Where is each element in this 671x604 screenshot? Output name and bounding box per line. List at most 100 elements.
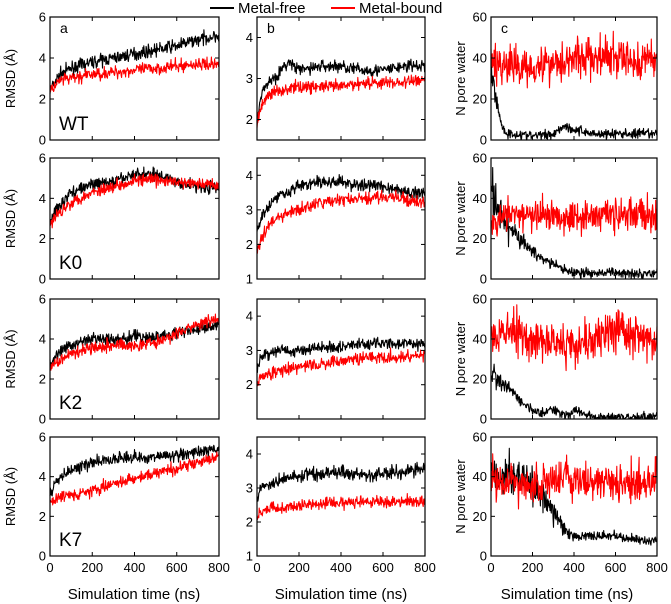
x-axis-titles: Simulation time (ns) Simulation time (ns… xyxy=(68,586,634,603)
y-tick-label: 0 xyxy=(480,133,487,148)
series-line-metal-bound-k0-b xyxy=(256,189,426,254)
series-line-metal-free-wt-b xyxy=(256,58,426,119)
x-axis-title-col-b: Simulation time (ns) xyxy=(275,586,408,603)
series-line-metal-bound-k2-a xyxy=(49,313,220,371)
series-line-metal-bound-wt-b xyxy=(256,74,426,128)
panel-letter-b: b xyxy=(267,20,275,36)
series-line-metal-bound-wt-c xyxy=(490,30,658,89)
series-line-metal-free-wt-c xyxy=(490,60,658,141)
x-tick-label: 600 xyxy=(166,560,188,575)
y-axis-title: N pore water xyxy=(453,459,468,534)
y-tick-label: 0 xyxy=(39,272,46,287)
y-tick-label: 20 xyxy=(473,509,487,524)
panel-wt-c: 0 20 40 60 N pore water c xyxy=(453,10,658,148)
panel-k2-b: 2 3 4 xyxy=(246,298,426,420)
panel-letter-a: a xyxy=(60,20,68,36)
y-tick-label: 1 xyxy=(246,549,253,564)
x-tick-label: 800 xyxy=(646,560,668,575)
x-tick-label: 200 xyxy=(81,560,103,575)
y-tick-label: 2 xyxy=(246,515,253,530)
x-tick-label: 400 xyxy=(124,560,146,575)
y-tick-label: 6 xyxy=(39,292,46,307)
y-tick-label: 3 xyxy=(246,202,253,217)
series-line-metal-bound-k2-c xyxy=(490,304,658,372)
row-label-k0: K0 xyxy=(59,253,82,274)
plot-frame xyxy=(256,16,426,141)
y-tick-label: 0 xyxy=(39,412,46,427)
x-axis-title-col-c: Simulation time (ns) xyxy=(501,586,634,603)
x-tick-label: 200 xyxy=(288,560,310,575)
y-tick-label: 40 xyxy=(473,469,487,484)
legend-label-metal-bound: Metal-bound xyxy=(359,0,442,17)
x-tick-label: 800 xyxy=(414,560,436,575)
y-tick-label: 20 xyxy=(473,372,487,387)
series-line-metal-bound-k2-b xyxy=(256,347,426,387)
y-tick-label: 2 xyxy=(246,237,253,252)
series-line-metal-free-k2-c xyxy=(490,363,658,420)
panel-k0-c: 0 20 40 60 N pore water xyxy=(453,151,658,287)
x-tick-label: 600 xyxy=(372,560,394,575)
plot-frame xyxy=(490,298,658,420)
x-tick-label: 400 xyxy=(563,560,585,575)
panel-k7-b: 0 200 400 600 800 1 2 3 4 xyxy=(246,436,436,575)
series-line-metal-bound-k0-a xyxy=(49,173,220,229)
y-tick-label: 0 xyxy=(480,549,487,564)
y-tick-label: 4 xyxy=(39,469,46,484)
y-tick-label: 0 xyxy=(480,272,487,287)
series-line-metal-free-wt-a xyxy=(49,29,220,94)
plot-frame xyxy=(490,16,658,141)
y-tick-label: 2 xyxy=(39,509,46,524)
y-tick-label: 0 xyxy=(39,133,46,148)
y-tick-label: 3 xyxy=(246,71,253,86)
series-line-metal-bound-k7-a xyxy=(49,451,220,506)
y-tick-label: 4 xyxy=(246,168,253,183)
x-tick-label: 0 xyxy=(253,560,260,575)
y-tick-label: 4 xyxy=(39,191,46,206)
y-tick-label: 0 xyxy=(39,549,46,564)
series-line-metal-bound-k7-c xyxy=(490,453,658,510)
y-tick-label: 4 xyxy=(246,447,253,462)
y-tick-label: 40 xyxy=(473,332,487,347)
y-tick-label: 60 xyxy=(473,430,487,445)
y-tick-label: 6 xyxy=(39,10,46,25)
x-tick-label: 200 xyxy=(522,560,544,575)
series-line-metal-free-k7-c xyxy=(490,447,658,546)
series-line-metal-bound-wt-a xyxy=(49,56,220,93)
y-axis-title: RMSD (Å) xyxy=(3,189,18,248)
legend-label-metal-free: Metal-free xyxy=(238,0,306,17)
y-axis-title: N pore water xyxy=(453,41,468,116)
y-axis-title: N pore water xyxy=(453,321,468,396)
series-line-metal-free-k2-b xyxy=(256,336,426,374)
x-axis-title-col-a: Simulation time (ns) xyxy=(68,586,201,603)
x-tick-label: 800 xyxy=(208,560,230,575)
y-tick-label: 40 xyxy=(473,191,487,206)
series-line-metal-free-k0-b xyxy=(256,174,426,232)
row-label-wt: WT xyxy=(59,114,89,135)
y-tick-label: 4 xyxy=(246,30,253,45)
chart-legend: Metal-free Metal-bound xyxy=(210,0,442,17)
y-tick-label: 4 xyxy=(246,309,253,324)
y-tick-label: 2 xyxy=(39,92,46,107)
panel-letter-c: c xyxy=(501,20,508,36)
row-label-k2: K2 xyxy=(59,393,82,414)
y-tick-label: 60 xyxy=(473,151,487,166)
y-tick-label: 2 xyxy=(246,377,253,392)
series-line-metal-free-k7-b xyxy=(256,461,426,502)
x-tick-label: 400 xyxy=(330,560,352,575)
series-line-metal-bound-k0-c xyxy=(490,192,658,238)
row-label-k7: K7 xyxy=(59,530,82,551)
y-tick-label: 40 xyxy=(473,51,487,66)
x-tick-label: 600 xyxy=(605,560,627,575)
y-tick-label: 2 xyxy=(246,112,253,127)
y-tick-label: 20 xyxy=(473,92,487,107)
x-tick-label: 0 xyxy=(487,560,494,575)
y-tick-label: 2 xyxy=(39,231,46,246)
series-line-metal-free-k7-a xyxy=(49,444,220,497)
series-line-metal-bound-k7-b xyxy=(256,492,426,520)
panel-k0-b: 1 2 3 4 xyxy=(246,157,426,287)
y-tick-label: 4 xyxy=(39,332,46,347)
y-tick-label: 6 xyxy=(39,151,46,166)
y-tick-label: 4 xyxy=(39,51,46,66)
